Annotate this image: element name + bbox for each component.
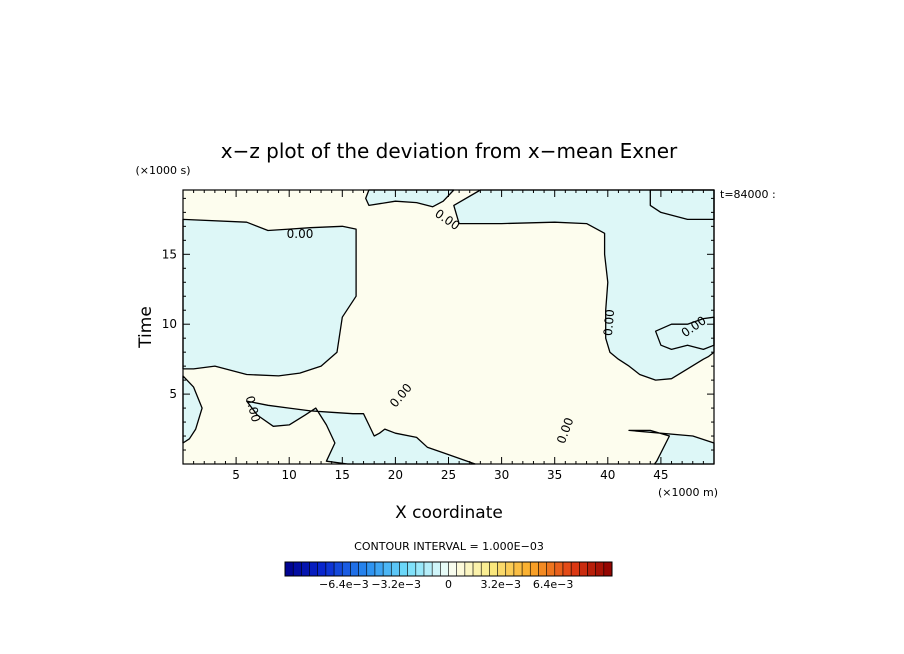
colorbar-bin	[603, 561, 613, 577]
x-tick-label: 10	[282, 468, 297, 482]
x-axis-label: X coordinate	[395, 503, 503, 523]
plot-area: 0.00 0.00 0.00 0.00 0.00 0.00 0.00 5 10 15…	[162, 189, 715, 482]
negative-region-5	[453, 190, 714, 381]
x-tick-label: 30	[494, 468, 509, 482]
colorbar-bin	[562, 561, 572, 577]
y-axis-unit: (×1000 s)	[135, 164, 190, 177]
colorbar-bin	[497, 561, 507, 577]
colorbar-bin	[595, 561, 605, 577]
contour-line-4	[365, 189, 455, 208]
colorbar-bin	[374, 561, 384, 577]
negative-region-1	[183, 219, 357, 376]
y-tick-label: 10	[162, 317, 177, 331]
colorbar-bin	[284, 561, 294, 577]
x-tick-label: 15	[335, 468, 350, 482]
colorbar-tick-label: 0	[445, 578, 452, 591]
colorbar-bin	[325, 561, 335, 577]
y-tick-label: 5	[169, 387, 177, 401]
colorbar-bin	[301, 561, 311, 577]
chart-title: x−z plot of the deviation from x−mean Ex…	[221, 139, 678, 163]
colorbar-bin	[292, 561, 302, 577]
colorbar-bin	[578, 561, 588, 577]
colorbar-bin	[554, 561, 564, 577]
colorbar-bin	[521, 561, 531, 577]
colorbar-bin	[317, 561, 327, 577]
colorbar-bin	[464, 561, 474, 577]
colorbar-tick-label: −6.4e−3	[319, 578, 369, 591]
y-ticks: 5 10 15	[162, 197, 714, 451]
colorbar-bin	[513, 561, 523, 577]
negative-region-3	[246, 401, 476, 464]
colorbar-tick-label: 6.4e−3	[533, 578, 573, 591]
colorbar-frame	[284, 561, 613, 577]
colorbar-bin	[407, 561, 417, 577]
colorbar-bin	[390, 561, 400, 577]
colorbar-bin	[358, 561, 368, 577]
y-axis-label: Time	[136, 306, 156, 349]
colorbar	[284, 561, 613, 577]
colorbar-bin	[415, 561, 425, 577]
colorbar-bin	[448, 561, 458, 577]
colorbar-bin	[570, 561, 580, 577]
colorbar-bin	[382, 561, 392, 577]
y-tick-label: 15	[162, 247, 177, 261]
colorbar-bin	[333, 561, 343, 577]
colorbar-bin	[423, 561, 433, 577]
x-tick-label: 25	[441, 468, 456, 482]
negative-region-7	[650, 190, 714, 220]
x-ticks: 5 10 15 20 25 30 35 40 45	[193, 190, 704, 482]
negative-regions	[183, 190, 714, 464]
colorbar-bin	[456, 561, 466, 577]
colorbar-tick-label: −3.2e−3	[371, 578, 421, 591]
x-tick-label: 35	[547, 468, 562, 482]
colorbar-bin	[472, 561, 482, 577]
x-tick-label: 40	[600, 468, 615, 482]
x-axis-unit: (×1000 m)	[658, 486, 718, 499]
contour-line-1	[182, 218, 357, 377]
colorbar-bin	[505, 561, 515, 577]
time-label: t=84000 :	[720, 188, 776, 201]
contour-label: 0.00	[601, 309, 617, 337]
negative-region-2	[183, 375, 203, 443]
contour-line-3	[246, 400, 476, 465]
colorbar-bin	[529, 561, 539, 577]
colorbar-bin	[440, 561, 450, 577]
negative-region-8	[629, 430, 714, 464]
x-tick-label: 5	[232, 468, 240, 482]
colorbar-bin	[350, 561, 360, 577]
colorbar-bin	[399, 561, 409, 577]
x-tick-label: 45	[653, 468, 668, 482]
contour-interval-label: CONTOUR INTERVAL = 1.000E−03	[354, 540, 544, 553]
colorbar-tick-label: 3.2e−3	[481, 578, 521, 591]
colorbar-bin	[546, 561, 556, 577]
contour-label: 0.00	[287, 227, 314, 241]
colorbar-bin	[480, 561, 490, 577]
colorbar-bin	[341, 561, 351, 577]
contour-label: 0.00	[243, 394, 263, 423]
contour-line-5	[453, 189, 715, 381]
colorbar-bin	[587, 561, 597, 577]
colorbar-bin	[489, 561, 499, 577]
colorbar-bin	[366, 561, 376, 577]
negative-region-4	[365, 190, 454, 207]
colorbar-ticks: −6.4e−3 −3.2e−3 0 3.2e−3 6.4e−3	[319, 578, 573, 591]
colorbar-bin	[309, 561, 319, 577]
colorbar-bin	[538, 561, 548, 577]
x-tick-label: 20	[388, 468, 403, 482]
colorbar-bin	[431, 561, 441, 577]
